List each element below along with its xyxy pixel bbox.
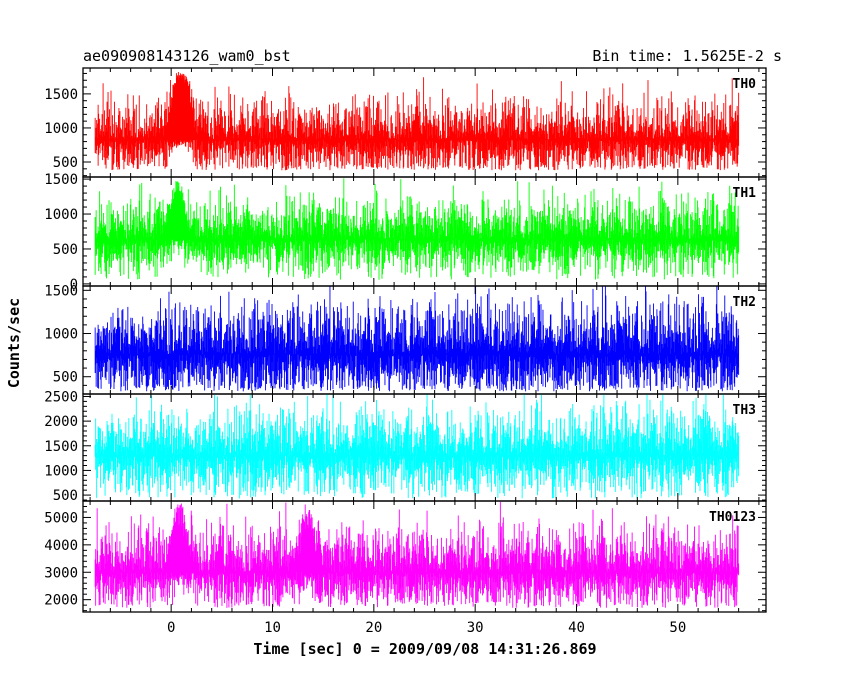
- x-tick-label: 30: [467, 620, 484, 636]
- channel-label-th0: TH0: [733, 77, 757, 92]
- y-tick-label: 1500: [44, 439, 78, 455]
- y-tick-label: 1500: [44, 283, 78, 299]
- series-line-th1: [94, 178, 740, 280]
- y-tick-label: 1500: [44, 87, 78, 103]
- panel-frame: [82, 500, 767, 613]
- panel-th1: 0 500 1000 1500 TH1: [44, 172, 767, 293]
- y-tick-label: 500: [53, 370, 78, 386]
- channel-label-th3: TH3: [733, 403, 756, 418]
- x-tick-label: 10: [264, 620, 281, 636]
- y-tick-label: 0: [70, 277, 78, 293]
- y-tick-label: 500: [53, 155, 78, 171]
- x-tick-label: 20: [365, 620, 382, 636]
- series-line-th2: [94, 286, 740, 392]
- y-tick-label: 500: [53, 488, 78, 504]
- panel-th2: 500 1000 1500 TH2: [44, 283, 767, 395]
- y-tick-label: 500: [53, 242, 78, 258]
- x-axis-label: Time [sec] 0 = 2009/09/08 14:31:26.869: [253, 640, 596, 658]
- y-tick-label: 4000: [44, 538, 78, 554]
- series-line-th0123: [94, 501, 740, 608]
- y-tick-label: 2500: [44, 389, 78, 405]
- y-tick-label: 2000: [44, 593, 78, 609]
- y-tick-label: 1000: [44, 327, 78, 343]
- x-tick-label: 50: [669, 620, 686, 636]
- y-tick-label: 1000: [44, 207, 78, 223]
- series-line-th0: [94, 72, 740, 171]
- y-tick-label: 5000: [44, 510, 78, 526]
- observation-id-title: ae090908143126_wam0_bst: [83, 47, 291, 65]
- panel-th0123: 2000 3000 4000 5000 TH0123: [44, 500, 767, 613]
- channel-label-th1: TH1: [733, 186, 757, 201]
- x-tick-labels: 0 10 20 30 40 50: [167, 620, 686, 636]
- panels-group: 50010001500TH0050010001500TH150010001500…: [44, 67, 767, 636]
- x-tick-label: 40: [568, 620, 585, 636]
- y-tick-label: 1000: [44, 121, 78, 137]
- series-line-th3: [94, 394, 740, 499]
- channel-label-th2: TH2: [733, 295, 756, 310]
- y-tick-label: 1000: [44, 463, 78, 479]
- y-tick-label: 2000: [44, 414, 78, 430]
- y-tick-label: 3000: [44, 565, 78, 581]
- panel-th3: 500 1000 1500 2000 2500 TH3: [44, 389, 767, 504]
- y-axis-label: Counts/sec: [5, 298, 23, 388]
- panel-th0: 500 1000 1500 TH0: [44, 67, 767, 178]
- bin-time-label: Bin time: 1.5625E-2 s: [592, 47, 782, 65]
- x-tick-label: 0: [167, 620, 175, 636]
- channel-label-th0123: TH0123: [709, 510, 756, 525]
- y-tick-label: 1500: [44, 172, 78, 188]
